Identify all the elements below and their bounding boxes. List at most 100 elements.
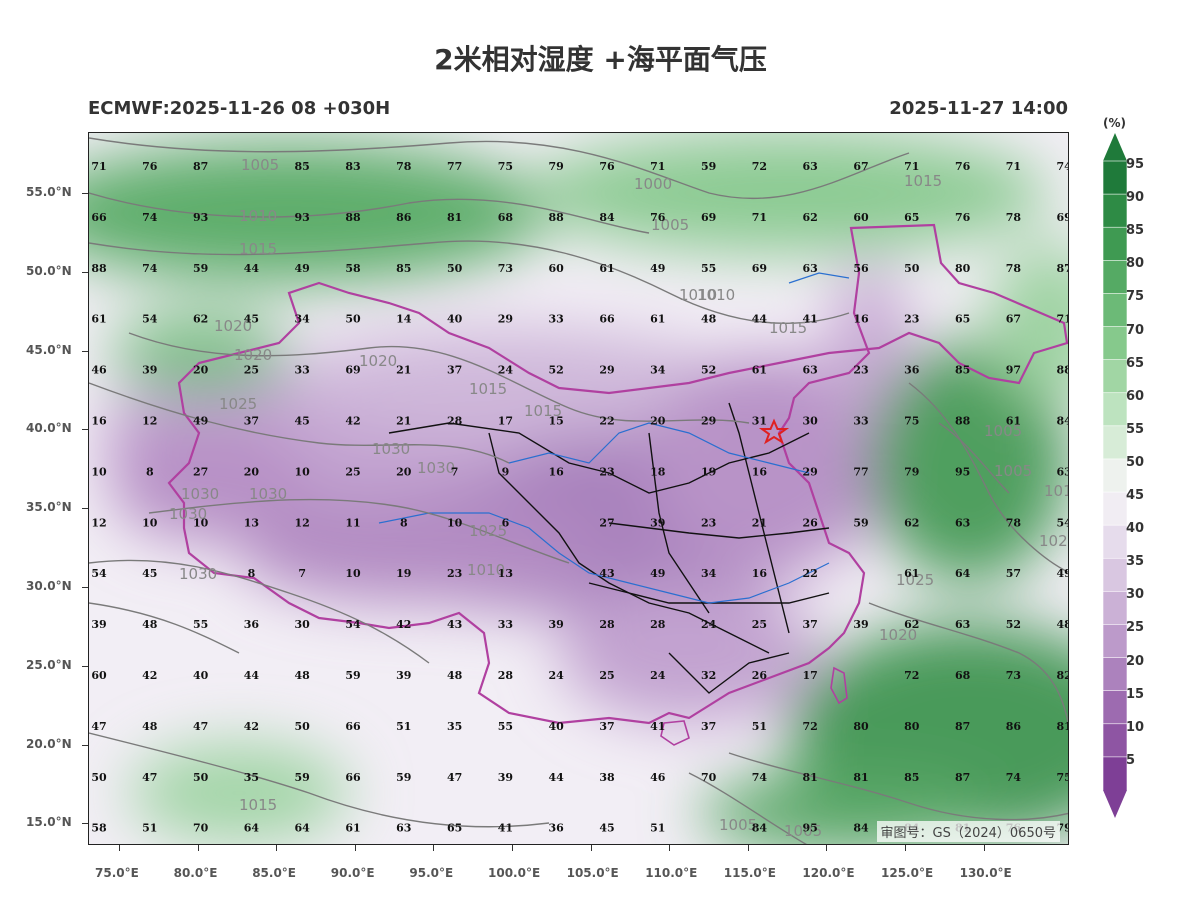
lon-tick xyxy=(905,845,906,851)
grid-value-r0-c18: 71 xyxy=(1006,160,1021,173)
grid-value-r1-c18: 78 xyxy=(1006,211,1022,224)
grid-value-r9-c0: 39 xyxy=(91,618,106,631)
grid-value-r11-c7: 35 xyxy=(447,720,462,733)
isobar-label: 1025 xyxy=(219,395,257,413)
lon-label: 75.0°E xyxy=(95,866,139,880)
grid-value-r1-c5: 88 xyxy=(345,211,361,224)
grid-value-r5-c18: 61 xyxy=(1006,415,1021,428)
isobar-label: 1010 xyxy=(1044,482,1069,500)
grid-value-r7-c13: 21 xyxy=(752,516,767,529)
grid-value-r8-c6: 19 xyxy=(396,567,411,580)
grid-value-r11-c3: 42 xyxy=(244,720,259,733)
lon-label: 95.0°E xyxy=(409,866,454,880)
grid-value-r11-c12: 37 xyxy=(701,720,716,733)
grid-value-r12-c14: 81 xyxy=(803,771,818,784)
grid-value-r0-c9: 79 xyxy=(549,160,564,173)
grid-value-r3-c9: 33 xyxy=(549,313,564,326)
grid-value-r13-c8: 41 xyxy=(498,822,513,835)
grid-value-r4-c1: 39 xyxy=(142,364,157,377)
lat-label: 30.0°N xyxy=(26,579,72,593)
grid-value-r3-c14: 41 xyxy=(803,313,818,326)
grid-value-r10-c16: 72 xyxy=(904,669,919,682)
colorbar-swatch xyxy=(1103,293,1127,328)
grid-value-r2-c5: 58 xyxy=(345,262,361,275)
lon-label: 110.0°E xyxy=(645,866,698,880)
grid-value-r11-c9: 40 xyxy=(549,720,565,733)
colorbar-swatch xyxy=(1103,491,1127,526)
grid-value-r5-c16: 75 xyxy=(904,415,919,428)
grid-value-r3-c3: 45 xyxy=(244,313,259,326)
grid-value-r10-c1: 42 xyxy=(142,669,157,682)
isobar-label: 1010 xyxy=(697,286,735,304)
lat-tick xyxy=(82,508,88,510)
isobar-label: 1025 xyxy=(896,571,934,589)
grid-value-r3-c6: 14 xyxy=(396,313,412,326)
lat-label: 40.0°N xyxy=(26,421,72,436)
grid-value-r3-c15: 16 xyxy=(853,313,869,326)
colorbar-level-label: 25 xyxy=(1126,620,1145,636)
isobar-label: 1030 xyxy=(249,485,287,503)
colorbar-level-label: 40 xyxy=(1126,521,1145,537)
lon-label: 105.0°E xyxy=(566,866,619,880)
grid-value-r8-c19: 49 xyxy=(1057,567,1069,580)
grid-value-r9-c5: 54 xyxy=(345,618,361,631)
grid-value-r3-c0: 61 xyxy=(91,313,106,326)
lat-label: 15.0°N xyxy=(26,815,72,830)
grid-value-r12-c5: 66 xyxy=(345,771,361,784)
grid-value-r10-c2: 40 xyxy=(193,669,209,682)
grid-value-r1-c0: 66 xyxy=(91,211,107,224)
grid-value-r3-c4: 34 xyxy=(295,313,311,326)
grid-value-r6-c11: 18 xyxy=(650,465,666,478)
grid-value-r9-c9: 39 xyxy=(549,618,564,631)
grid-value-r10-c5: 59 xyxy=(345,669,360,682)
grid-value-r11-c15: 80 xyxy=(853,720,869,733)
grid-value-r11-c2: 47 xyxy=(193,720,208,733)
grid-value-r2-c9: 60 xyxy=(549,262,565,275)
grid-value-r5-c12: 29 xyxy=(701,415,716,428)
isobar-label: 1015 xyxy=(239,240,277,258)
grid-value-r4-c5: 69 xyxy=(345,364,360,377)
grid-value-r1-c1: 74 xyxy=(142,211,158,224)
lon-label: 120.0°E xyxy=(802,866,855,880)
isobar-label: 1015 xyxy=(769,319,807,337)
grid-value-r5-c14: 30 xyxy=(803,415,819,428)
grid-value-r3-c12: 48 xyxy=(701,313,717,326)
grid-value-r1-c11: 76 xyxy=(650,211,666,224)
grid-value-r12-c0: 50 xyxy=(91,771,107,784)
grid-value-r13-c13: 84 xyxy=(752,822,768,835)
grid-value-r12-c7: 47 xyxy=(447,771,462,784)
grid-value-r9-c6: 42 xyxy=(396,618,411,631)
grid-value-r9-c1: 48 xyxy=(142,618,158,631)
grid-value-r0-c6: 78 xyxy=(396,160,412,173)
grid-value-r10-c14: 17 xyxy=(803,669,818,682)
grid-value-r1-c14: 62 xyxy=(803,211,818,224)
lat-label: 20.0°N xyxy=(26,736,72,751)
isobar-label: 1020 xyxy=(214,317,252,335)
grid-value-r9-c12: 24 xyxy=(701,618,717,631)
grid-value-r0-c7: 77 xyxy=(447,160,462,173)
lat-tick xyxy=(82,350,88,352)
colorbar-swatch xyxy=(1103,425,1127,460)
grid-value-r4-c14: 63 xyxy=(803,364,818,377)
lon-tick xyxy=(747,845,749,851)
grid-value-r11-c14: 72 xyxy=(803,720,818,733)
grid-value-r7-c1: 10 xyxy=(142,516,158,529)
grid-value-r12-c13: 74 xyxy=(752,771,768,784)
map-panel[interactable]: 1005 1000 1005 1010 1015 1015 1010 1020 1020 1020… xyxy=(88,132,1069,845)
grid-value-r5-c5: 42 xyxy=(345,415,360,428)
grid-value-r2-c7: 50 xyxy=(447,262,463,275)
grid-value-r8-c11: 49 xyxy=(650,567,665,580)
lon-tick xyxy=(590,845,592,851)
grid-value-r0-c11: 71 xyxy=(650,160,665,173)
lon-tick xyxy=(512,845,513,851)
grid-value-r13-c19: 79 xyxy=(1057,822,1069,835)
colorbar-swatch xyxy=(1103,359,1127,394)
grid-value-r1-c4: 93 xyxy=(295,211,310,224)
grid-value-r13-c15: 84 xyxy=(853,822,869,835)
grid-value-r4-c15: 23 xyxy=(853,364,868,377)
lon-label: 115.0°E xyxy=(723,866,776,880)
grid-value-r5-c13: 31 xyxy=(752,415,767,428)
grid-value-r11-c8: 55 xyxy=(498,720,513,733)
grid-value-r12-c18: 74 xyxy=(1006,771,1022,784)
